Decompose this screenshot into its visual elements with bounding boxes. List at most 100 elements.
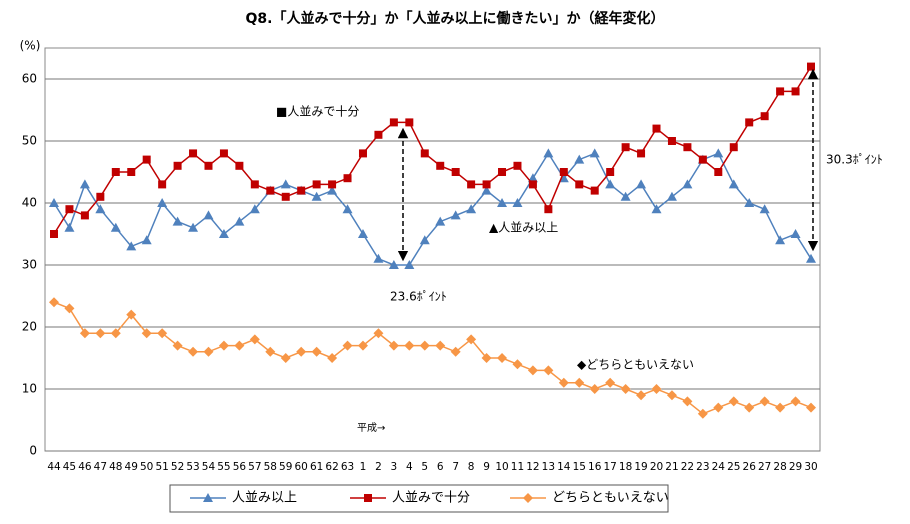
x-tick-label: 54 bbox=[202, 461, 216, 473]
point bbox=[698, 155, 707, 164]
point bbox=[745, 118, 754, 127]
x-tick-label: 21 bbox=[665, 461, 678, 473]
x-tick-label: 50 bbox=[140, 461, 153, 473]
point bbox=[110, 222, 121, 232]
point bbox=[775, 235, 786, 245]
point bbox=[343, 174, 352, 183]
point bbox=[435, 216, 446, 226]
point bbox=[311, 346, 322, 357]
point bbox=[218, 229, 229, 238]
point bbox=[142, 155, 151, 164]
x-tick-label: 23 bbox=[696, 461, 709, 473]
legend-marker bbox=[523, 493, 533, 503]
point bbox=[358, 149, 367, 158]
y-tick-label: 10 bbox=[22, 382, 37, 396]
point bbox=[157, 198, 168, 207]
point bbox=[575, 180, 584, 189]
point bbox=[728, 179, 739, 189]
point bbox=[65, 205, 74, 214]
point bbox=[574, 154, 585, 164]
annotation: 30.3ﾎﾟｲﾝﾄ bbox=[826, 153, 883, 167]
point bbox=[512, 198, 523, 207]
point bbox=[589, 384, 600, 394]
point bbox=[266, 186, 275, 195]
legend-label: どちらともいえない bbox=[552, 491, 669, 506]
point bbox=[126, 241, 137, 251]
point bbox=[574, 377, 585, 388]
point bbox=[234, 216, 245, 226]
point bbox=[790, 396, 801, 407]
point bbox=[636, 390, 647, 401]
point bbox=[373, 328, 384, 339]
point bbox=[559, 168, 568, 176]
point bbox=[388, 260, 399, 269]
point bbox=[357, 340, 368, 351]
x-tick-label: 22 bbox=[681, 461, 694, 473]
y-tick-label: 60 bbox=[22, 72, 37, 86]
point bbox=[682, 179, 693, 189]
point bbox=[95, 328, 106, 339]
point bbox=[110, 328, 121, 339]
point bbox=[450, 210, 461, 220]
x-tick-label: 3 bbox=[391, 461, 398, 473]
point bbox=[327, 185, 338, 195]
x-tick-label: 47 bbox=[94, 461, 107, 473]
x-tick-label: 14 bbox=[557, 461, 571, 473]
x-tick-label: 61 bbox=[310, 461, 323, 473]
point bbox=[466, 334, 477, 345]
point bbox=[328, 180, 337, 189]
point bbox=[744, 198, 755, 207]
x-tick-label: 17 bbox=[603, 461, 616, 473]
point bbox=[807, 62, 815, 71]
y-tick-label: 20 bbox=[22, 320, 37, 334]
x-tick-label: 51 bbox=[155, 461, 168, 473]
point bbox=[188, 346, 199, 357]
point bbox=[652, 124, 661, 133]
point bbox=[806, 253, 816, 263]
annotation: ■人並みで十分 bbox=[276, 105, 359, 119]
x-tick-label: 4 bbox=[406, 461, 413, 473]
x-tick-label: 5 bbox=[421, 461, 428, 473]
point bbox=[806, 402, 816, 413]
x-tick-label: 27 bbox=[758, 461, 771, 473]
point bbox=[373, 253, 384, 263]
x-tick-label: 30 bbox=[804, 461, 817, 473]
point bbox=[405, 118, 414, 127]
point bbox=[64, 303, 75, 314]
point bbox=[682, 396, 693, 407]
annotation: 平成→ bbox=[357, 422, 385, 434]
point bbox=[49, 297, 59, 308]
x-tick-label: 25 bbox=[727, 461, 740, 473]
point bbox=[234, 340, 245, 351]
x-tick-label: 24 bbox=[712, 461, 726, 473]
point bbox=[436, 161, 445, 170]
x-tick-label: 62 bbox=[325, 461, 338, 473]
point bbox=[482, 180, 491, 189]
plot-area bbox=[44, 47, 821, 452]
x-tick-label: 12 bbox=[526, 461, 539, 473]
x-tick-label: 2 bbox=[375, 461, 382, 473]
point bbox=[451, 168, 460, 176]
point bbox=[713, 402, 724, 413]
point bbox=[188, 222, 199, 232]
point bbox=[667, 137, 676, 145]
x-tick-label: 59 bbox=[279, 461, 292, 473]
point bbox=[141, 328, 152, 339]
x-tick-label: 9 bbox=[483, 461, 490, 473]
point bbox=[235, 161, 244, 170]
point bbox=[64, 222, 75, 232]
point bbox=[759, 396, 770, 407]
point bbox=[172, 340, 183, 351]
point bbox=[683, 143, 692, 152]
point bbox=[312, 180, 321, 189]
x-tick-label: 26 bbox=[743, 461, 757, 473]
point bbox=[203, 346, 214, 357]
point bbox=[775, 402, 786, 413]
point bbox=[404, 260, 415, 269]
point bbox=[158, 180, 167, 189]
x-tick-label: 49 bbox=[125, 461, 138, 473]
x-tick-label: 60 bbox=[294, 461, 307, 473]
point bbox=[157, 328, 168, 339]
point bbox=[280, 353, 291, 363]
